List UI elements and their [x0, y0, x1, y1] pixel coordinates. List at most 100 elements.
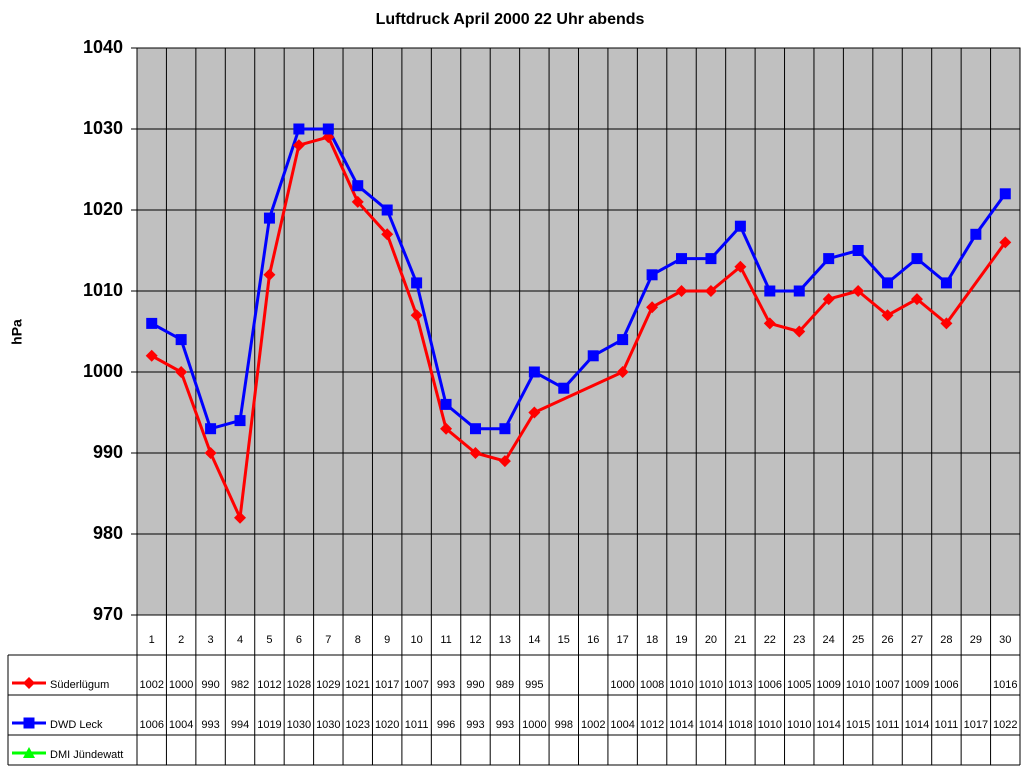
data-point — [852, 285, 865, 297]
table-value: 1009 — [905, 679, 929, 691]
table-value: 1004 — [169, 719, 193, 731]
series-line — [886, 297, 918, 317]
series-line — [651, 289, 683, 309]
data-point — [999, 236, 1012, 249]
table-value: 1014 — [905, 719, 929, 731]
data-point — [381, 228, 394, 241]
table-value: 990 — [201, 679, 219, 691]
y-tick-label: 1010 — [83, 280, 123, 300]
series-line — [445, 427, 477, 455]
y-tick-label: 970 — [93, 604, 123, 624]
series-line — [238, 217, 271, 421]
x-tick-label: 13 — [499, 634, 511, 646]
table-value: 1021 — [346, 679, 370, 691]
y-tick-label: 990 — [93, 442, 123, 462]
x-tick-label: 11 — [440, 634, 451, 646]
data-point — [292, 139, 305, 152]
data-point — [616, 366, 629, 378]
table-value: 1015 — [846, 719, 870, 731]
data-point — [763, 317, 776, 330]
data-point — [175, 366, 188, 378]
table-value: 989 — [496, 679, 514, 691]
table-value: 1002 — [139, 679, 163, 691]
data-point — [704, 285, 717, 297]
data-point — [882, 277, 894, 289]
data-point — [910, 293, 923, 306]
data-point — [881, 309, 894, 322]
table-value: 1012 — [640, 719, 664, 731]
data-point — [705, 253, 717, 265]
data-point — [528, 366, 540, 378]
table-value: 1004 — [610, 719, 634, 731]
table-value: 1010 — [787, 719, 811, 731]
y-tick-label: 980 — [93, 523, 123, 543]
data-point — [234, 511, 247, 524]
table-value: 1008 — [640, 679, 664, 691]
series-line — [828, 289, 859, 301]
series-line — [533, 370, 624, 414]
data-point — [823, 253, 835, 265]
table-value: 1011 — [935, 719, 959, 731]
table-value: 1018 — [728, 719, 752, 731]
x-tick-label: 21 — [734, 634, 746, 646]
legend-marker — [23, 747, 35, 758]
series-line — [475, 451, 506, 463]
data-point — [646, 301, 659, 314]
table-value: 998 — [555, 719, 573, 731]
x-tick-label: 24 — [823, 634, 835, 646]
data-point — [205, 423, 217, 435]
series-line — [739, 225, 772, 292]
x-tick-label: 7 — [325, 634, 331, 646]
series-line — [974, 192, 1007, 236]
series-line — [621, 274, 654, 341]
table-value: 993 — [201, 719, 219, 731]
x-tick-label: 23 — [793, 634, 805, 646]
x-tick-label: 5 — [266, 634, 272, 646]
data-point — [940, 317, 953, 330]
x-tick-label: 10 — [410, 634, 422, 646]
data-point — [351, 195, 364, 208]
data-point — [263, 268, 276, 281]
series-line — [150, 354, 182, 374]
table-value: 1011 — [876, 719, 900, 731]
x-tick-label: 28 — [940, 634, 952, 646]
legend-label: Süderlügum — [50, 679, 109, 691]
series-line — [945, 233, 978, 284]
x-tick-label: 12 — [469, 634, 481, 646]
data-point — [499, 423, 511, 435]
data-point — [204, 447, 217, 459]
table-value: 996 — [437, 719, 455, 731]
data-point — [734, 220, 746, 232]
series-line — [298, 135, 329, 147]
data-point — [822, 293, 835, 306]
table-value: 995 — [525, 679, 543, 691]
series-line — [709, 265, 742, 293]
data-point — [558, 382, 570, 394]
table-value: 1000 — [522, 719, 546, 731]
series-line — [356, 200, 389, 236]
table-value: 1009 — [816, 679, 840, 691]
data-point — [440, 398, 452, 410]
series-line — [268, 128, 301, 219]
data-point — [440, 422, 453, 435]
table-value: 1023 — [346, 719, 370, 731]
series-line — [209, 452, 242, 519]
x-tick-label: 18 — [646, 634, 658, 646]
table-value: 1020 — [375, 719, 399, 731]
table-value: 1000 — [169, 679, 193, 691]
table-value: 1007 — [875, 679, 899, 691]
x-tick-label: 17 — [617, 634, 629, 646]
table-value: 1006 — [758, 679, 782, 691]
x-tick-label: 9 — [384, 634, 390, 646]
data-point — [411, 277, 423, 289]
legend-marker — [23, 677, 35, 689]
data-point — [793, 285, 805, 297]
data-point — [410, 309, 423, 322]
legend-label: DWD Leck — [50, 719, 103, 731]
data-point — [498, 455, 511, 468]
x-tick-label: 15 — [558, 634, 570, 646]
table-value: 993 — [496, 719, 514, 731]
series-line — [798, 298, 830, 333]
x-tick-label: 2 — [178, 634, 184, 646]
table-value: 1014 — [699, 719, 723, 731]
